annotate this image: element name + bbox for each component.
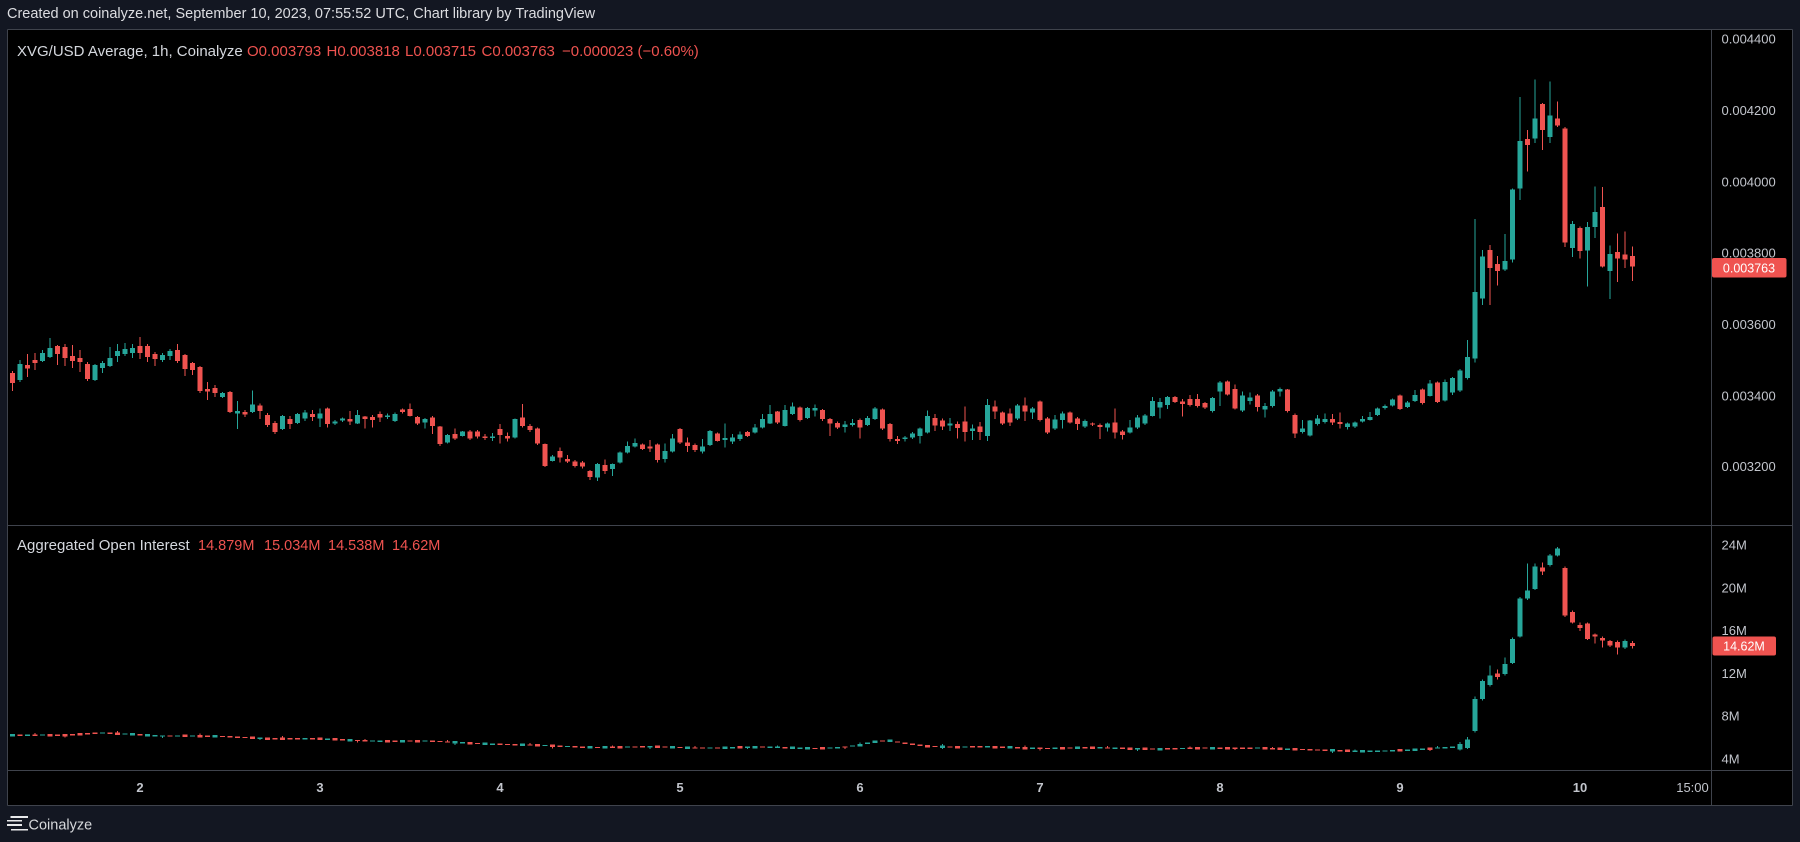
svg-text:7: 7	[1036, 780, 1043, 795]
svg-text:0.003400: 0.003400	[1722, 388, 1776, 403]
svg-text:14.538M: 14.538M	[328, 538, 384, 554]
svg-text:XVG/USD Average, 1h, Coinalyze: XVG/USD Average, 1h, Coinalyze	[17, 43, 243, 60]
svg-text:0.004400: 0.004400	[1722, 31, 1776, 46]
svg-text:H0.003818: H0.003818	[327, 43, 400, 60]
svg-text:10: 10	[1573, 780, 1587, 795]
svg-text:14.62M: 14.62M	[392, 538, 440, 554]
svg-text:Created on coinalyze.net, Sept: Created on coinalyze.net, September 10, …	[7, 6, 596, 22]
svg-text:8M: 8M	[1722, 708, 1740, 723]
svg-text:0.003600: 0.003600	[1722, 317, 1776, 332]
svg-text:20M: 20M	[1722, 580, 1747, 595]
svg-text:L0.003715: L0.003715	[405, 43, 476, 60]
svg-text:12M: 12M	[1722, 666, 1747, 681]
svg-text:24M: 24M	[1722, 537, 1747, 552]
svg-text:Aggregated Open Interest: Aggregated Open Interest	[17, 537, 190, 554]
svg-text:0.003763: 0.003763	[1723, 261, 1775, 275]
svg-text:O0.003793: O0.003793	[247, 43, 321, 60]
svg-text:8: 8	[1216, 780, 1223, 795]
svg-text:−0.000023 (−0.60%): −0.000023 (−0.60%)	[562, 43, 699, 60]
svg-text:0.003200: 0.003200	[1722, 459, 1776, 474]
svg-text:15.034M: 15.034M	[264, 538, 320, 554]
svg-text:15:00: 15:00	[1676, 780, 1709, 795]
svg-text:9: 9	[1396, 780, 1403, 795]
svg-text:4M: 4M	[1722, 751, 1740, 766]
svg-text:2: 2	[136, 780, 143, 795]
svg-text:14.879M: 14.879M	[198, 538, 254, 554]
svg-text:0.004000: 0.004000	[1722, 174, 1776, 189]
svg-text:0.004200: 0.004200	[1722, 103, 1776, 118]
svg-text:0.003800: 0.003800	[1722, 245, 1776, 260]
svg-text:C0.003763: C0.003763	[482, 43, 555, 60]
svg-text:Coinalyze: Coinalyze	[29, 818, 93, 834]
svg-text:14.62M: 14.62M	[1723, 640, 1765, 654]
svg-text:16M: 16M	[1722, 623, 1747, 638]
svg-text:5: 5	[676, 780, 683, 795]
svg-text:6: 6	[856, 780, 863, 795]
svg-text:4: 4	[496, 780, 504, 795]
svg-text:3: 3	[316, 780, 323, 795]
